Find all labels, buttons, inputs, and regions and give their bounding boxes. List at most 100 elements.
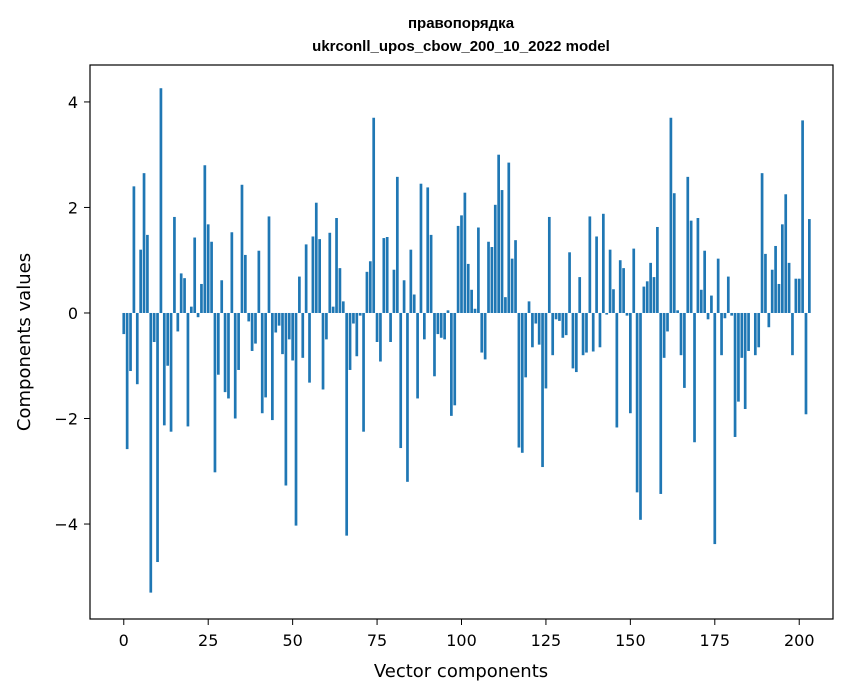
bar-140	[595, 236, 598, 312]
bar-198	[791, 313, 794, 355]
bar-90	[426, 187, 429, 313]
bar-7	[146, 235, 149, 313]
bar-29	[220, 280, 223, 313]
bar-124	[541, 313, 544, 467]
bar-53	[301, 313, 304, 358]
bar-52	[298, 277, 301, 313]
bar-11	[160, 88, 163, 313]
bar-149	[626, 313, 629, 316]
bar-37	[247, 313, 250, 321]
bar-45	[274, 313, 277, 333]
bar-143	[605, 313, 608, 315]
bar-99	[457, 226, 460, 313]
bar-88	[420, 184, 423, 313]
bar-182	[737, 313, 740, 402]
bar-85	[409, 250, 412, 313]
bar-94	[440, 313, 443, 338]
bar-67	[349, 313, 352, 370]
y-tick-label: −4	[54, 515, 78, 534]
bar-190	[764, 254, 767, 313]
bar-80	[393, 270, 396, 313]
bar-3	[133, 186, 136, 313]
bar-148	[622, 268, 625, 313]
bar-130	[561, 313, 564, 338]
y-tick-label: 4	[68, 93, 78, 112]
bar-71	[362, 313, 365, 432]
y-tick-label: 0	[68, 304, 78, 323]
bar-33	[234, 313, 237, 419]
chart-title-line1: правопорядка	[408, 15, 515, 32]
bar-77	[382, 238, 385, 313]
bar-36	[244, 255, 247, 313]
bar-137	[585, 313, 588, 353]
bar-184	[744, 313, 747, 409]
bar-176	[717, 259, 720, 313]
bar-125	[545, 313, 548, 388]
bar-41	[261, 313, 264, 413]
bar-79	[389, 313, 392, 342]
bar-113	[504, 297, 507, 313]
bar-147	[619, 260, 622, 313]
bar-114	[507, 163, 510, 313]
bar-159	[659, 313, 662, 494]
bar-121	[531, 313, 534, 347]
bar-158	[656, 227, 659, 313]
bar-35	[241, 185, 244, 313]
bar-32	[230, 232, 233, 313]
bar-102	[467, 264, 470, 313]
bar-173	[707, 313, 710, 319]
bar-161	[666, 313, 669, 331]
bar-17	[180, 273, 183, 313]
bar-164	[676, 310, 679, 313]
x-tick-label: 125	[531, 631, 562, 650]
x-tick-label: 175	[700, 631, 731, 650]
bar-82	[399, 313, 402, 448]
bar-83	[403, 280, 406, 313]
y-tick-label: 2	[68, 198, 78, 217]
bar-179	[727, 277, 730, 313]
x-tick-label: 50	[282, 631, 302, 650]
x-tick-label: 100	[446, 631, 477, 650]
bar-106	[480, 313, 483, 353]
bar-104	[474, 309, 477, 313]
bar-61	[328, 233, 331, 313]
bar-81	[396, 177, 399, 313]
bar-103	[470, 290, 473, 313]
bar-64	[339, 268, 342, 313]
bar-115	[511, 259, 514, 313]
bar-185	[747, 313, 750, 351]
bars-group	[122, 88, 810, 592]
bar-8	[149, 313, 152, 593]
bar-152	[636, 313, 639, 492]
x-axis-label: Vector components	[374, 661, 548, 682]
bar-145	[612, 289, 615, 313]
bar-6	[143, 173, 146, 313]
bar-14	[170, 313, 173, 432]
bar-107	[484, 313, 487, 359]
bar-20	[190, 307, 193, 313]
bar-56	[312, 236, 315, 312]
bar-5	[139, 250, 142, 313]
bar-96	[447, 310, 450, 313]
bar-109	[491, 247, 494, 313]
bar-123	[538, 313, 541, 345]
bar-177	[720, 313, 723, 355]
bar-195	[781, 224, 784, 313]
bar-119	[524, 313, 527, 377]
bar-175	[713, 313, 716, 544]
bar-131	[565, 313, 568, 335]
bar-19	[187, 313, 190, 426]
x-tick-label: 25	[198, 631, 218, 650]
bar-139	[592, 313, 595, 352]
bar-189	[761, 173, 764, 313]
bar-105	[477, 228, 480, 313]
bar-89	[423, 313, 426, 339]
bar-162	[670, 118, 673, 313]
bar-187	[754, 313, 757, 355]
y-tick-label: −2	[54, 410, 78, 429]
bar-44	[271, 313, 274, 420]
bar-174	[710, 296, 713, 313]
bar-10	[156, 313, 159, 562]
bar-26	[210, 242, 213, 313]
bar-133	[572, 313, 575, 368]
